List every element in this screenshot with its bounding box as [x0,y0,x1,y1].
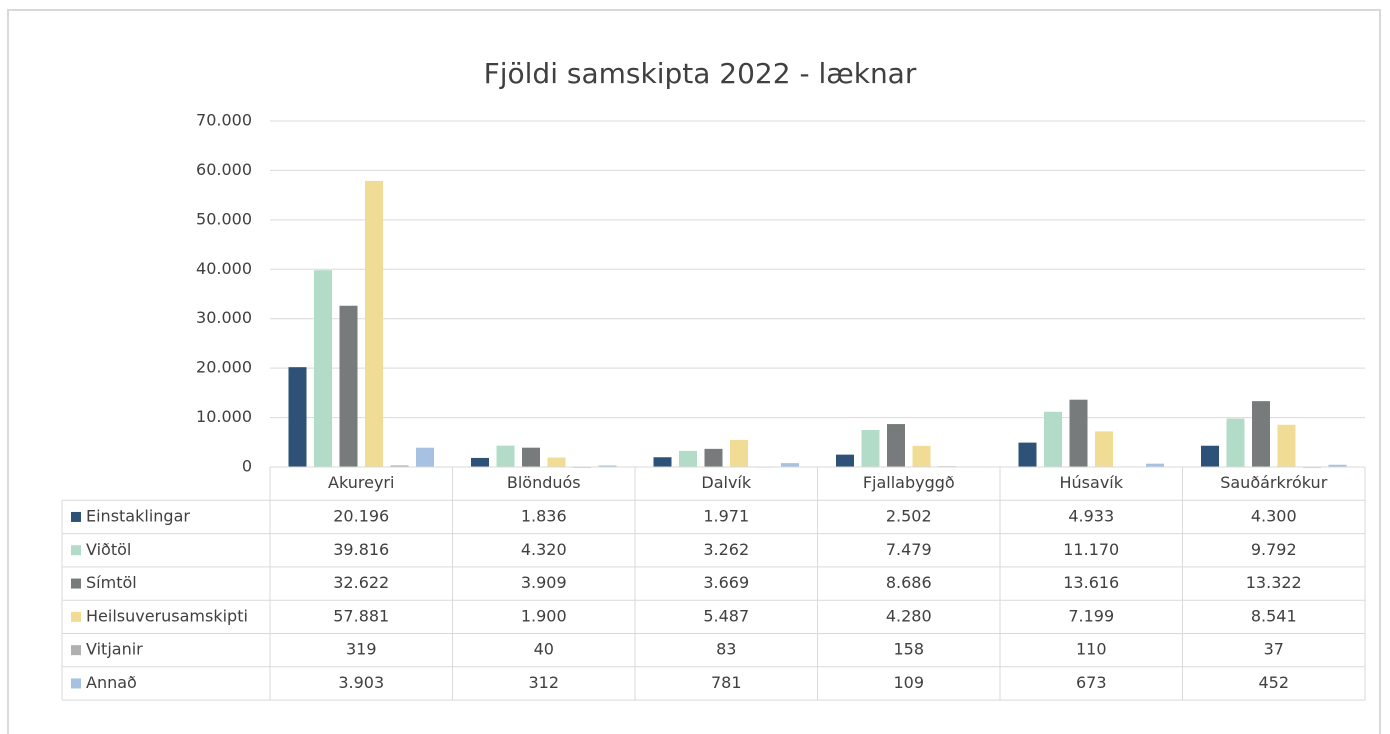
bar [1201,445,1219,467]
legend-key [71,645,81,656]
table-value: 32.622 [333,573,389,592]
table-value: 37 [1264,640,1284,659]
chart-border [7,9,1381,734]
bar [730,439,748,467]
bar [1146,463,1164,467]
legend-label: Vitjanir [86,640,143,659]
bar [547,457,566,467]
legend-label: Heilsuverusamskipti [86,606,248,625]
table-value: 13.616 [1063,573,1119,592]
chart-title: Fjöldi samskipta 2022 - læknar [484,57,917,90]
bar [1226,418,1245,467]
table-value: 4.320 [521,540,567,559]
bar [1277,424,1296,467]
bar [496,445,515,467]
legend-label: Einstaklingar [86,506,190,525]
table-value: 158 [893,640,924,659]
table-value: 3.903 [338,673,384,692]
table-value: 57.881 [333,606,389,625]
table-value: 3.669 [703,573,749,592]
y-tick-label: 60.000 [196,160,252,179]
table-value: 9.792 [1251,540,1297,559]
table-value: 312 [528,673,559,692]
legend-label: Viðtöl [86,540,131,559]
bar [522,447,540,467]
x-tick-label: Akureyri [328,473,394,492]
table-value: 1.900 [521,606,567,625]
bar [836,454,854,467]
legend-label: Annað [86,673,137,692]
table-value: 83 [716,640,736,659]
table-value: 109 [893,673,924,692]
bar [339,305,358,467]
x-tick-label: Húsavík [1060,473,1124,492]
table-value: 8.541 [1251,606,1297,625]
table-value: 8.686 [886,573,932,592]
table-value: 7.479 [886,540,932,559]
table-value: 7.199 [1068,606,1114,625]
table-value: 4.933 [1068,506,1114,525]
y-tick-label: 10.000 [196,407,252,426]
table-value: 39.816 [333,540,389,559]
bar [887,424,905,467]
bar [1069,399,1088,467]
table-value: 319 [346,640,377,659]
table-value: 1.836 [521,506,567,525]
y-tick-label: 40.000 [196,259,252,278]
table-value: 110 [1076,640,1107,659]
bar [1044,411,1062,467]
table-value: 13.322 [1246,573,1302,592]
bar [598,465,617,467]
x-tick-label: Sauðárkrókur [1220,473,1327,492]
legend-key [71,678,81,689]
bar [288,367,307,467]
bar [390,465,409,467]
table-value: 4.280 [886,606,932,625]
table-value: 40 [534,640,554,659]
table-value: 4.300 [1251,506,1297,525]
table-value: 3.262 [703,540,749,559]
bar [416,447,434,467]
bar [704,448,723,467]
legend-key [71,545,81,556]
y-tick-label: 50.000 [196,209,252,228]
bar [1328,464,1347,467]
legend-label: Símtöl [86,573,137,592]
x-tick-label: Fjallabyggð [863,473,955,492]
bar [679,450,697,467]
table-value: 3.909 [521,573,567,592]
bar [1095,431,1113,467]
table-value: 5.487 [703,606,749,625]
table-value: 2.502 [886,506,932,525]
y-tick-label: 70.000 [196,111,252,130]
bar [781,463,799,467]
x-tick-label: Dalvík [701,473,751,492]
table-value: 452 [1258,673,1289,692]
bar [653,457,672,467]
bar [1252,401,1270,467]
bar [861,430,880,467]
bar [912,445,931,467]
legend-key [71,511,81,522]
legend-key [71,611,81,622]
table-value: 673 [1076,673,1107,692]
y-tick-label: 0 [242,457,252,476]
x-tick-label: Blönduós [507,473,581,492]
legend-key [71,578,81,589]
bar [471,457,489,467]
table-value: 781 [711,673,742,692]
bar [314,270,332,467]
y-tick-label: 30.000 [196,308,252,327]
y-tick-label: 20.000 [196,358,252,377]
table-value: 20.196 [333,506,389,525]
table-value: 1.971 [703,506,749,525]
bar [365,180,383,468]
bar [1018,442,1037,467]
table-value: 11.170 [1063,540,1119,559]
